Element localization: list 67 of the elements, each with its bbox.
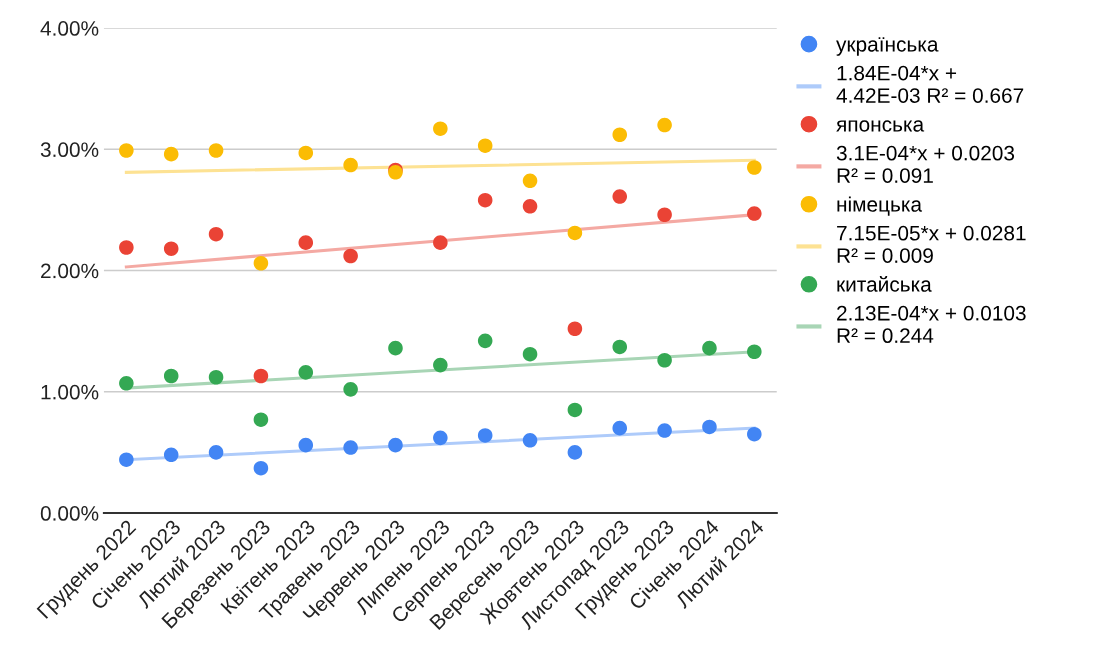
point — [253, 460, 269, 476]
point — [208, 226, 224, 242]
point — [253, 412, 269, 427]
point — [612, 127, 628, 143]
point — [567, 445, 583, 460]
point — [163, 146, 179, 162]
point — [253, 368, 269, 384]
point — [298, 437, 314, 453]
point — [208, 143, 224, 158]
legend-label: українська — [836, 37, 939, 56]
point — [433, 357, 448, 373]
point — [657, 117, 672, 133]
point — [747, 160, 762, 175]
point — [747, 426, 762, 442]
point — [343, 440, 358, 455]
point — [119, 376, 134, 391]
legend-label: японська — [836, 120, 925, 132]
point — [477, 138, 493, 153]
legend-label: 2.13E-04*x + 0.0103 R² = 0.244 — [837, 305, 1026, 344]
point — [747, 344, 762, 360]
point — [343, 248, 358, 264]
y-tick-label: 4.00% — [40, 21, 99, 36]
point — [343, 382, 358, 397]
point — [522, 346, 538, 362]
point — [119, 452, 134, 467]
point — [163, 368, 179, 384]
legend-label: 1.84E-04*x + 4.42E-03 R² = 0.667 — [836, 65, 1024, 103]
legend-label: німецька — [837, 196, 923, 216]
y-tick-label: 0.00% — [40, 506, 99, 521]
point — [522, 173, 538, 189]
y-tick-label: 3.00% — [40, 142, 99, 158]
point — [522, 199, 538, 214]
point — [522, 433, 538, 448]
point — [388, 340, 403, 356]
point — [612, 420, 628, 436]
legend-label: китайська — [837, 276, 932, 292]
point — [163, 241, 179, 256]
point — [747, 206, 762, 221]
point — [119, 143, 134, 158]
point — [702, 419, 717, 435]
point — [567, 402, 583, 418]
point — [612, 339, 628, 355]
point — [343, 157, 358, 173]
point — [119, 240, 134, 255]
point — [657, 423, 672, 438]
point — [477, 428, 493, 443]
point — [657, 352, 672, 368]
point — [433, 235, 448, 250]
y-tick-label: 1.00% — [41, 384, 99, 400]
point — [567, 321, 583, 337]
point — [433, 121, 448, 136]
point — [702, 340, 717, 356]
point — [298, 235, 314, 250]
point — [208, 369, 224, 385]
point — [253, 255, 269, 271]
point — [433, 430, 448, 446]
point — [163, 447, 179, 463]
point — [567, 225, 583, 241]
point — [657, 207, 672, 223]
point — [298, 145, 314, 161]
point — [477, 192, 493, 208]
y-tick-label: 2.00% — [41, 263, 99, 279]
point — [477, 333, 493, 349]
point — [208, 445, 224, 460]
point — [298, 365, 314, 380]
point — [612, 189, 628, 204]
point — [388, 437, 403, 453]
